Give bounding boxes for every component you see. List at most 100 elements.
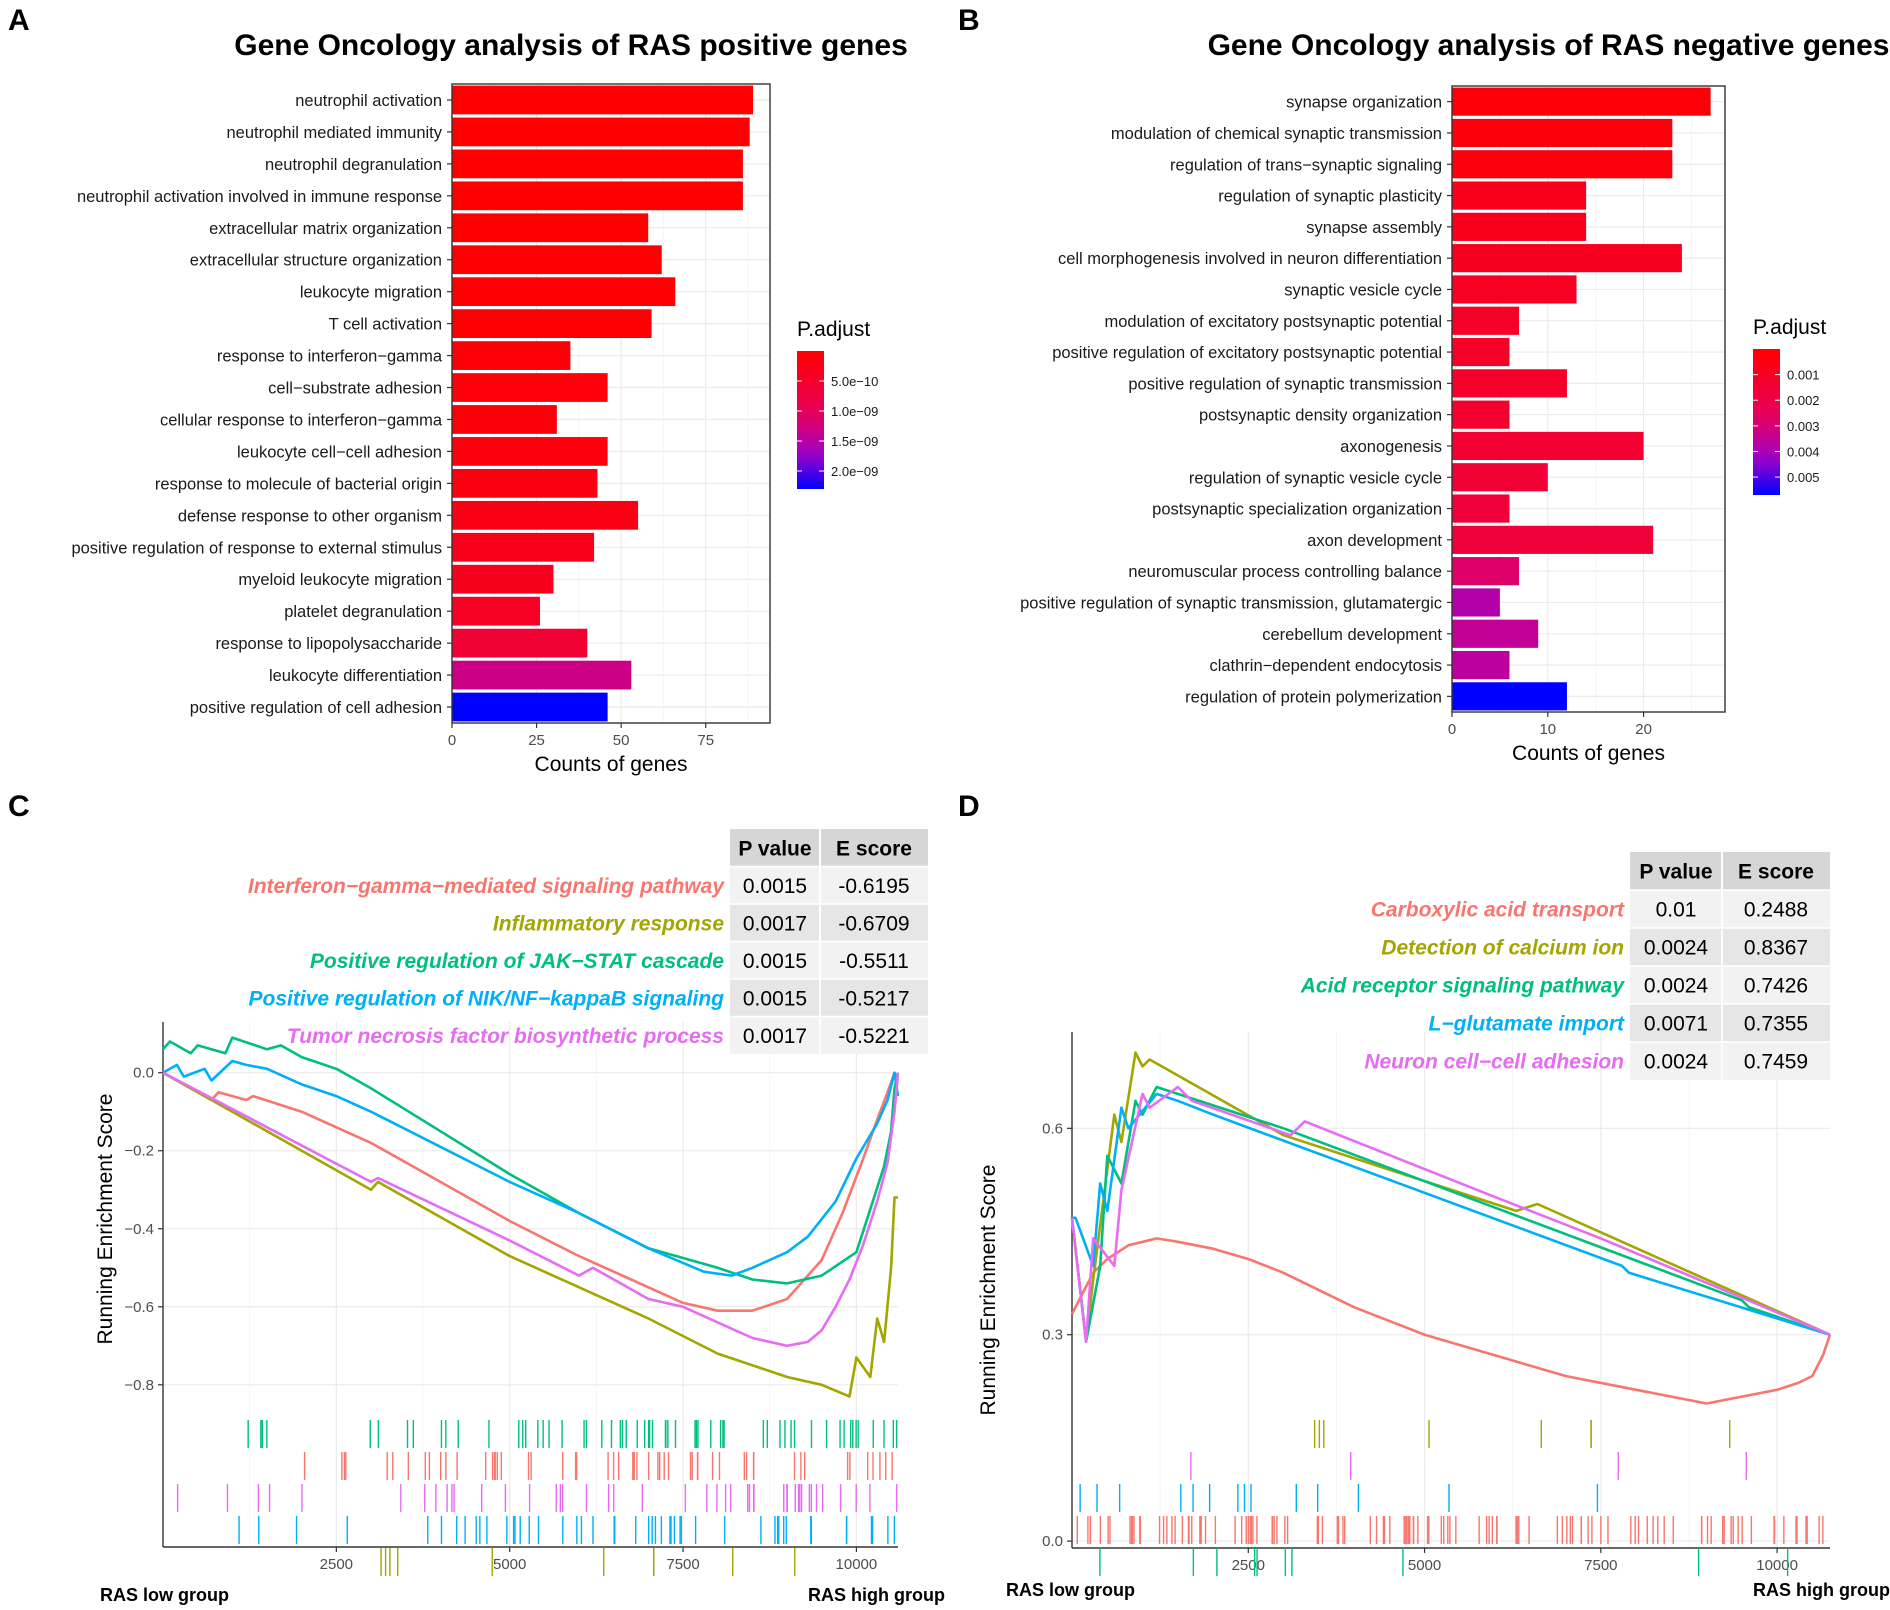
panel-d: D 0.0 0.3 0.6 2500 5000 7500 10000 Running Enric… <box>958 790 1890 1600</box>
panel-b-category-label: clathrin−dependent endocytosis <box>1209 657 1442 675</box>
panel-b-legend-label: 0.003 <box>1787 419 1820 434</box>
panel-a-category-label: extracellular matrix organization <box>209 220 442 238</box>
panel-d-ytick-label: 0.3 <box>1042 1327 1063 1344</box>
panel-c-table-cell-bg <box>820 1016 928 1054</box>
panel-d-pathway-name: Detection of calcium ion <box>1381 937 1624 960</box>
panel-a-legend-label: 1.5e−09 <box>831 434 878 449</box>
panel-d-group-low-label: RAS low group <box>1006 1580 1135 1600</box>
panel-a-category-label: response to molecule of bacterial origin <box>155 475 442 493</box>
panel-d-e-score: 0.7426 <box>1744 975 1808 998</box>
panel-b-bar <box>1452 525 1654 554</box>
panel-b-category-label: regulation of trans−synaptic signaling <box>1170 156 1442 174</box>
panel-a-bar <box>452 660 632 690</box>
panel-d-e-score: 0.7355 <box>1744 1013 1808 1036</box>
panel-d-table-header: P value <box>1639 861 1712 884</box>
panel-b-legend-label: 0.002 <box>1787 393 1820 408</box>
panel-a-bar <box>452 564 554 594</box>
panel-c-series-line <box>162 1036 900 1285</box>
panel-a-bar <box>452 596 540 626</box>
panel-d-e-score: 0.7459 <box>1744 1051 1808 1074</box>
panel-c-p-value: 0.0017 <box>743 1025 807 1048</box>
panel-c-yaxis-title: Running Enrichment Score <box>94 1094 117 1345</box>
panel-d-pathway-name: Neuron cell−cell adhesion <box>1364 1051 1624 1074</box>
panel-c-xtick-label: 7500 <box>666 1556 699 1573</box>
panel-b-category-label: postsynaptic density organization <box>1199 407 1442 425</box>
panel-a-letter: A <box>8 4 30 37</box>
panel-a-category-label: defense response to other organism <box>178 507 442 525</box>
panel-a-bar <box>452 85 754 115</box>
panel-d-series-line <box>1072 1092 1831 1336</box>
panel-c-table-header: E score <box>836 837 912 860</box>
panel-b-bar <box>1452 275 1577 304</box>
panel-b-plot-border <box>1451 85 1726 713</box>
panel-b-bar <box>1452 400 1510 429</box>
panel-b-bar <box>1452 212 1587 241</box>
panel-a-category-label: neutrophil mediated immunity <box>226 124 442 142</box>
panel-d-table-cell-bg <box>1630 1004 1722 1042</box>
panel-a-category-label: positive regulation of response to exter… <box>71 539 442 557</box>
panel-c-ytick-label: −0.6 <box>124 1299 154 1316</box>
panel-d-series-line <box>1070 1051 1831 1343</box>
panel-b-bar <box>1452 557 1520 586</box>
panel-d-table-cell-bg <box>1722 1042 1830 1080</box>
panel-d-xtick-label: 10000 <box>1756 1557 1798 1574</box>
panel-a-category-label: T cell activation <box>329 316 442 334</box>
panel-b-bar <box>1452 650 1510 680</box>
panel-a-xtick-label: 0 <box>448 732 456 749</box>
panel-c-pathway-name: Tumor necrosis factor biosynthetic proce… <box>287 1025 724 1048</box>
panel-c-xtick-label: 5000 <box>493 1556 526 1573</box>
panel-b-category-label: axon development <box>1307 532 1442 550</box>
panel-b-bar <box>1452 87 1711 116</box>
panel-b-bar <box>1452 682 1567 711</box>
panel-b-bar <box>1452 494 1510 523</box>
panel-a-title: Gene Oncology analysis of RAS positive g… <box>234 29 908 62</box>
panel-a-legend-colorbar <box>797 351 824 489</box>
panel-c-p-value: 0.0015 <box>743 950 807 973</box>
panel-c-series-line <box>162 1071 898 1398</box>
panel-b-bar <box>1452 431 1644 461</box>
panel-a-bar <box>452 373 608 402</box>
panel-b-category-label: positive regulation of synaptic transmis… <box>1020 594 1442 612</box>
panel-d-pathway-name: Carboxylic acid transport <box>1371 899 1625 922</box>
panel-c-table-cell-bg <box>730 904 820 942</box>
panel-b-bar <box>1452 181 1587 210</box>
panel-a-xtick-label: 50 <box>613 732 630 749</box>
panel-b-legend-colorbar <box>1753 349 1780 495</box>
panel-c-p-value: 0.0015 <box>743 987 807 1010</box>
panel-b-title: Gene Oncology analysis of RAS negative g… <box>1208 29 1890 62</box>
panel-c-pathway-name: Positive regulation of NIK/NF−kappaB sig… <box>249 987 725 1010</box>
panel-a-category-label: neutrophil degranulation <box>265 156 442 174</box>
panel-a-category-label: neutrophil activation involved in immune… <box>77 188 442 206</box>
panel-d-series-line <box>1070 1237 1832 1405</box>
panel-c-ytick-label: −0.8 <box>124 1377 154 1394</box>
panel-c: C 0.0 −0.2 −0.4 −0.6 −0.8 2500 5000 7500 10000 Run… <box>8 790 945 1605</box>
panel-b-bar <box>1452 150 1673 179</box>
panel-d-table-cell-bg <box>1722 928 1830 966</box>
panel-a-category-label: positive regulation of cell adhesion <box>190 699 442 717</box>
panel-c-table-header-bg <box>730 829 820 867</box>
panel-a-category-label: leukocyte differentiation <box>269 667 442 685</box>
panel-b-bar <box>1452 337 1510 367</box>
panel-d-p-value: 0.0024 <box>1644 937 1709 960</box>
panel-b-bar <box>1452 118 1673 148</box>
panel-a-bar <box>452 181 743 211</box>
panel-a-legend-label: 1.0e−09 <box>831 404 878 419</box>
panel-a-plot-bg <box>452 84 770 723</box>
panel-a: A Gene Oncology analysis of RAS positive … <box>8 4 908 776</box>
panel-b-category-label: synaptic vesicle cycle <box>1284 281 1442 299</box>
panel-a-bar <box>452 309 652 339</box>
panel-b-category-label: regulation of synaptic plasticity <box>1218 188 1443 206</box>
panel-b-category-label: neuromuscular process controlling balanc… <box>1128 563 1442 581</box>
panel-c-table-header: P value <box>738 837 811 860</box>
panel-a-bar <box>452 532 595 562</box>
panel-b-xtick-label: 20 <box>1635 721 1652 738</box>
panel-c-table-cell-bg <box>730 1016 820 1054</box>
panel-b-category-label: positive regulation of synaptic transmis… <box>1128 375 1442 393</box>
panel-a-bar <box>452 117 750 147</box>
panel-c-e-score: -0.6709 <box>838 912 909 935</box>
panel-c-table-cell-bg <box>730 979 820 1017</box>
panel-b-category-label: modulation of chemical synaptic transmis… <box>1111 125 1442 143</box>
panel-a-category-label: neutrophil activation <box>295 92 442 110</box>
panel-a-bar <box>452 692 608 722</box>
panel-c-e-score: -0.6195 <box>838 875 909 898</box>
